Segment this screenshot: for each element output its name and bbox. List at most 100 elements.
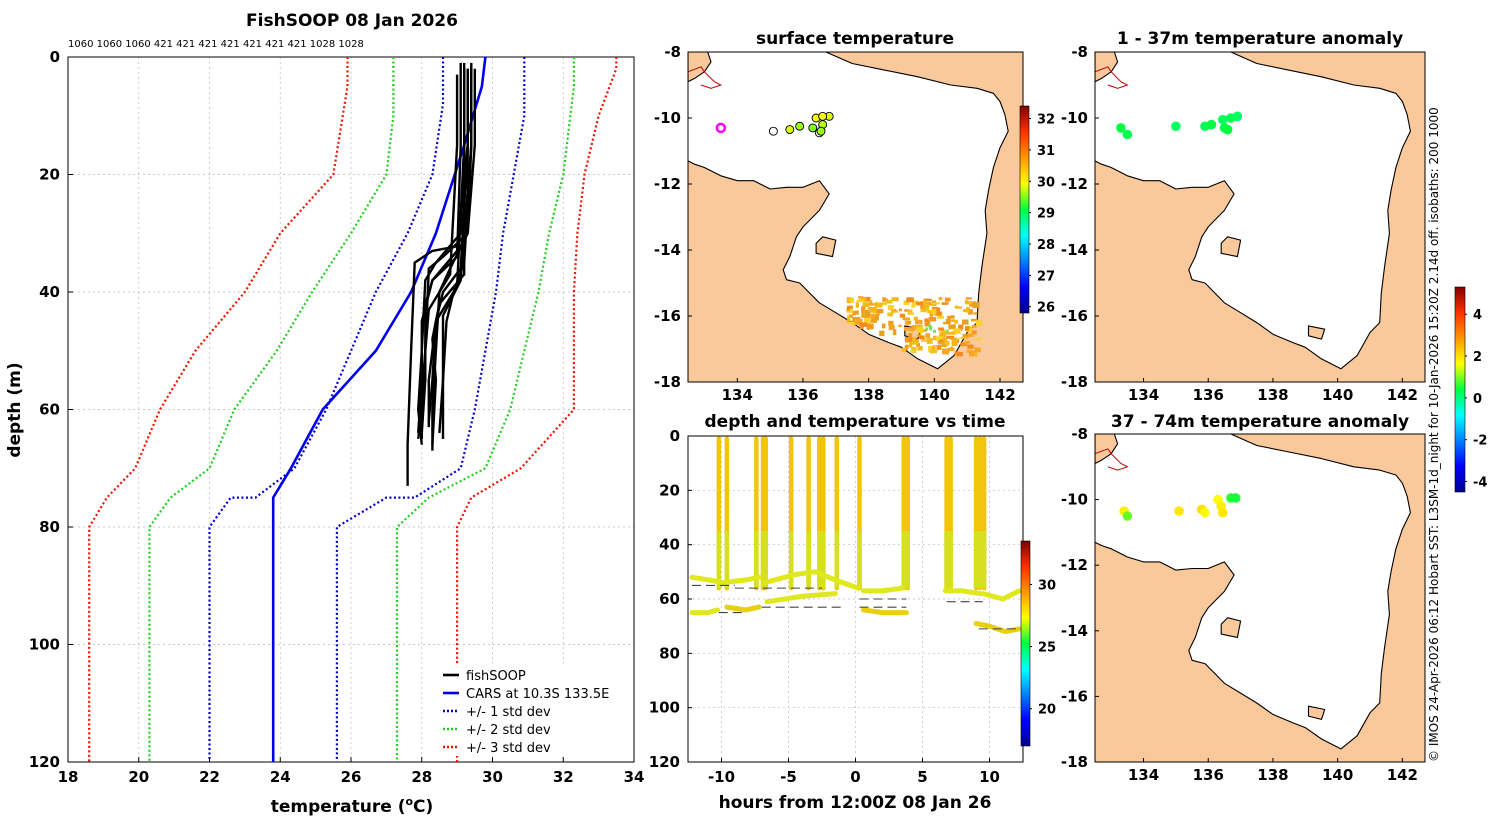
std1-line <box>208 57 445 762</box>
sst-pixel <box>972 302 980 309</box>
tow-segment <box>761 569 861 591</box>
colorbar-tick-label: 0 <box>1473 392 1482 407</box>
tow-segment <box>764 591 838 605</box>
legend-label-std3: +/- 3 std dev <box>466 741 551 756</box>
sst-pixel <box>881 323 886 329</box>
colorbar-tick-label: 31 <box>1037 144 1055 159</box>
x-tick-label: 142 <box>1387 766 1418 784</box>
x-tick-label: 136 <box>1193 766 1224 784</box>
y-tick-label: -10 <box>1061 491 1088 509</box>
x-tick-label: 134 <box>1128 386 1159 404</box>
sst-map-ticks: 134 136 138 140 142 -8 -10 -12 -14 -16 -18 <box>654 43 1016 404</box>
sst-pixel <box>849 308 853 314</box>
sst-pixel <box>879 330 885 337</box>
sst-pixel <box>870 313 875 320</box>
y-tick-label: 40 <box>39 283 60 301</box>
std3-line <box>456 57 618 762</box>
sst-pixel <box>928 346 934 352</box>
profile-title: FishSOOP 08 Jan 2026 <box>246 11 458 31</box>
sst-pixel <box>856 319 863 325</box>
station-marker <box>1171 121 1181 132</box>
sst-pixel <box>944 297 951 301</box>
anomaly-shallow-ticks: 134 136 138 140 142 -8 -10 -12 -14 -16 -18 <box>1061 43 1418 404</box>
sst-pixel <box>936 344 942 351</box>
colorbar-tick-label: 30 <box>1037 175 1055 190</box>
sst-pixel <box>923 300 927 306</box>
sst-colorbar-ticks: 26 27 28 29 30 31 32 <box>1029 113 1055 316</box>
sst-pixel <box>879 302 887 305</box>
y-tick-label: -14 <box>1061 241 1088 259</box>
anomaly-colorbar <box>1454 286 1466 493</box>
x-tick-label: 30 <box>482 768 503 786</box>
sst-pixel <box>894 310 899 313</box>
sst-pixel <box>937 315 944 319</box>
station-marker <box>1222 124 1233 135</box>
sst-pixel <box>899 313 906 318</box>
sst-pixel <box>968 333 974 337</box>
sst-pixel <box>965 326 970 331</box>
x-tick-label: 140 <box>1322 386 1353 404</box>
sst-pixel <box>951 319 956 322</box>
sst-pixel <box>911 303 916 308</box>
sst-pixel <box>904 336 908 341</box>
sst-pixel <box>888 320 894 327</box>
time-series-colorbar <box>1020 540 1031 747</box>
anomaly-deep-title: 37 - 74m temperature anomaly <box>1111 412 1409 432</box>
legend-label-std1: +/- 1 std dev <box>466 705 551 720</box>
sst-pixel <box>875 308 884 314</box>
sst-pixel <box>941 302 949 305</box>
sst-pixel <box>863 296 871 302</box>
sst-pixel <box>904 344 909 351</box>
y-tick-label: 60 <box>39 401 60 419</box>
time-series-title: depth and temperature vs time <box>705 412 1006 432</box>
sst-pixel <box>862 302 870 307</box>
sst-pixel <box>864 317 871 324</box>
sst-pixel <box>907 320 912 325</box>
sst-pixel-green <box>933 329 936 333</box>
x-tick-label: 138 <box>853 386 884 404</box>
std2-line <box>395 57 576 762</box>
sst-pixel <box>921 306 930 311</box>
sst-pixel <box>973 312 978 315</box>
sst-pixel <box>849 297 854 303</box>
anomaly-shallow-frame <box>1094 51 1426 383</box>
legend-box <box>439 664 611 756</box>
sst-pixel <box>969 304 974 307</box>
sst-pixel <box>887 312 894 317</box>
legend-label-std2: +/- 2 std dev <box>466 723 551 738</box>
sst-pixel <box>855 302 859 308</box>
time-series-colorbar-ticks: 20 25 30 <box>1030 578 1056 718</box>
tow-segment <box>861 607 909 616</box>
colorbar-tick-label: 29 <box>1037 207 1055 222</box>
fishsoop-profile-line <box>420 74 459 439</box>
sst-pixel <box>852 316 861 322</box>
sst-pixel <box>953 328 961 334</box>
x-tick-label: 134 <box>722 386 753 404</box>
profile-grid <box>67 56 635 763</box>
y-tick-label: 120 <box>649 753 680 771</box>
sst-pixel <box>954 351 959 355</box>
sst-pixel <box>924 318 929 322</box>
tow-segment <box>724 604 762 613</box>
sst-pixel <box>931 303 937 307</box>
sst-pixel <box>964 341 971 344</box>
sst-pixel <box>938 335 943 341</box>
sst-pixel <box>921 338 928 342</box>
anomaly-shallow-panel: 1 - 37m temperature anomaly 134 136 138 140… <box>1061 29 1426 404</box>
sst-pixel <box>947 347 955 352</box>
station-marker <box>1217 507 1228 518</box>
y-tick-label: 120 <box>29 753 60 771</box>
fishsoop-profile-line <box>427 68 466 428</box>
river-line <box>688 66 723 89</box>
sst-pixel <box>891 297 899 302</box>
mainland-polygon <box>1095 52 1425 382</box>
profile-top-labels: 1060 1060 1060 421 421 421 421 421 421 4… <box>68 39 364 50</box>
colorbar-tick-label: 26 <box>1037 301 1055 316</box>
sst-pixel <box>859 322 868 327</box>
anomaly-shallow-land <box>1095 52 1425 382</box>
sst-pixel <box>965 297 972 300</box>
sst-pixel <box>924 320 931 327</box>
sst-pixel <box>960 336 969 339</box>
sst-pixel <box>898 308 902 312</box>
